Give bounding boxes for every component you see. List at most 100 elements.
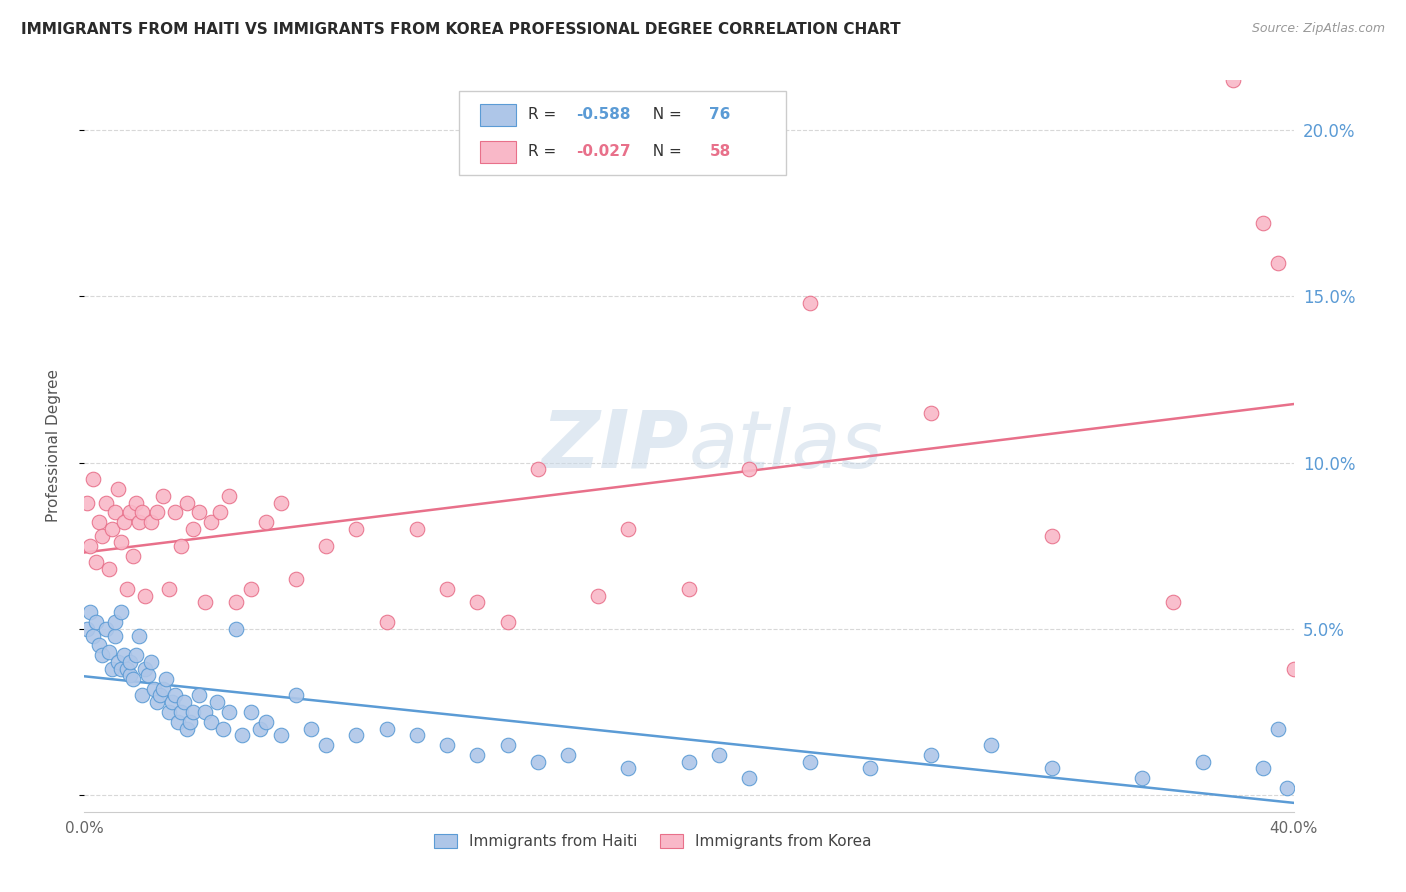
Point [89,516,111,530]
Text: IMMIGRANTS FROM HAITI VS IMMIGRANTS FROM KOREA PROFESSIONAL DEGREE CORRELATION C: IMMIGRANTS FROM HAITI VS IMMIGRANTS FROM… [21,22,901,37]
Point [100,522,122,536]
Point [617,762,640,776]
Point [112,516,135,530]
Point [94,495,117,509]
Point [527,755,550,769]
Point [82,628,104,642]
Point [86,615,108,630]
Point [139,516,162,530]
Point [467,595,489,609]
Point [152,489,174,503]
Point [94,622,117,636]
Point [146,506,169,520]
Point [110,605,132,619]
Point [375,615,398,630]
Point [1267,256,1289,270]
Point [799,755,821,769]
Point [1161,595,1184,609]
Point [1040,529,1063,543]
Point [188,506,211,520]
Point [212,722,235,736]
Point [121,549,143,563]
Text: -0.588: -0.588 [576,107,631,122]
Point [194,595,217,609]
Point [346,728,368,742]
FancyBboxPatch shape [479,141,516,163]
Point [97,645,120,659]
Point [980,738,1002,752]
Point [406,522,429,536]
Point [179,714,201,729]
Point [165,506,187,520]
Point [218,705,240,719]
Point [125,495,148,509]
Point [79,605,101,619]
Point [136,668,159,682]
Point [155,672,177,686]
Point [1277,781,1299,796]
Point [112,648,135,663]
Point [139,655,162,669]
Point [1253,216,1275,230]
Point [200,714,222,729]
Point [104,628,127,642]
Point [467,748,489,763]
Point [299,722,322,736]
Point [170,705,193,719]
Point [678,582,700,596]
Point [557,748,579,763]
Point [76,622,98,636]
Text: 58: 58 [710,145,731,160]
Point [107,655,129,669]
Point [188,689,211,703]
Point [207,695,229,709]
Point [678,755,700,769]
Point [82,472,104,486]
Point [125,648,148,663]
Point [165,689,187,703]
FancyBboxPatch shape [479,103,516,126]
Point [118,655,141,669]
Point [1192,755,1215,769]
Point [128,628,150,642]
Text: Source: ZipAtlas.com: Source: ZipAtlas.com [1251,22,1385,36]
Point [181,522,204,536]
Point [285,689,308,703]
Point [1040,762,1063,776]
Point [254,516,277,530]
Point [200,516,222,530]
Point [128,516,150,530]
Point [270,728,292,742]
Point [709,748,731,763]
Point [121,672,143,686]
Point [115,662,138,676]
Legend: Immigrants from Haiti, Immigrants from Korea: Immigrants from Haiti, Immigrants from K… [427,828,877,855]
Point [375,722,398,736]
Point [239,705,262,719]
Point [617,522,640,536]
Point [76,495,98,509]
Point [496,738,519,752]
Point [142,681,165,696]
Point [1282,662,1305,676]
Point [1222,73,1244,87]
Point [100,662,122,676]
Point [115,582,138,596]
Point [315,539,337,553]
Point [738,772,761,786]
Point [406,728,429,742]
Point [97,562,120,576]
Point [89,639,111,653]
Point [134,589,156,603]
Point [1130,772,1153,786]
Point [149,689,172,703]
Point [859,762,882,776]
Point [118,506,141,520]
Point [157,705,180,719]
Point [249,722,271,736]
Point [436,582,458,596]
Point [225,595,247,609]
Point [239,582,262,596]
Point [194,705,217,719]
Point [131,506,153,520]
